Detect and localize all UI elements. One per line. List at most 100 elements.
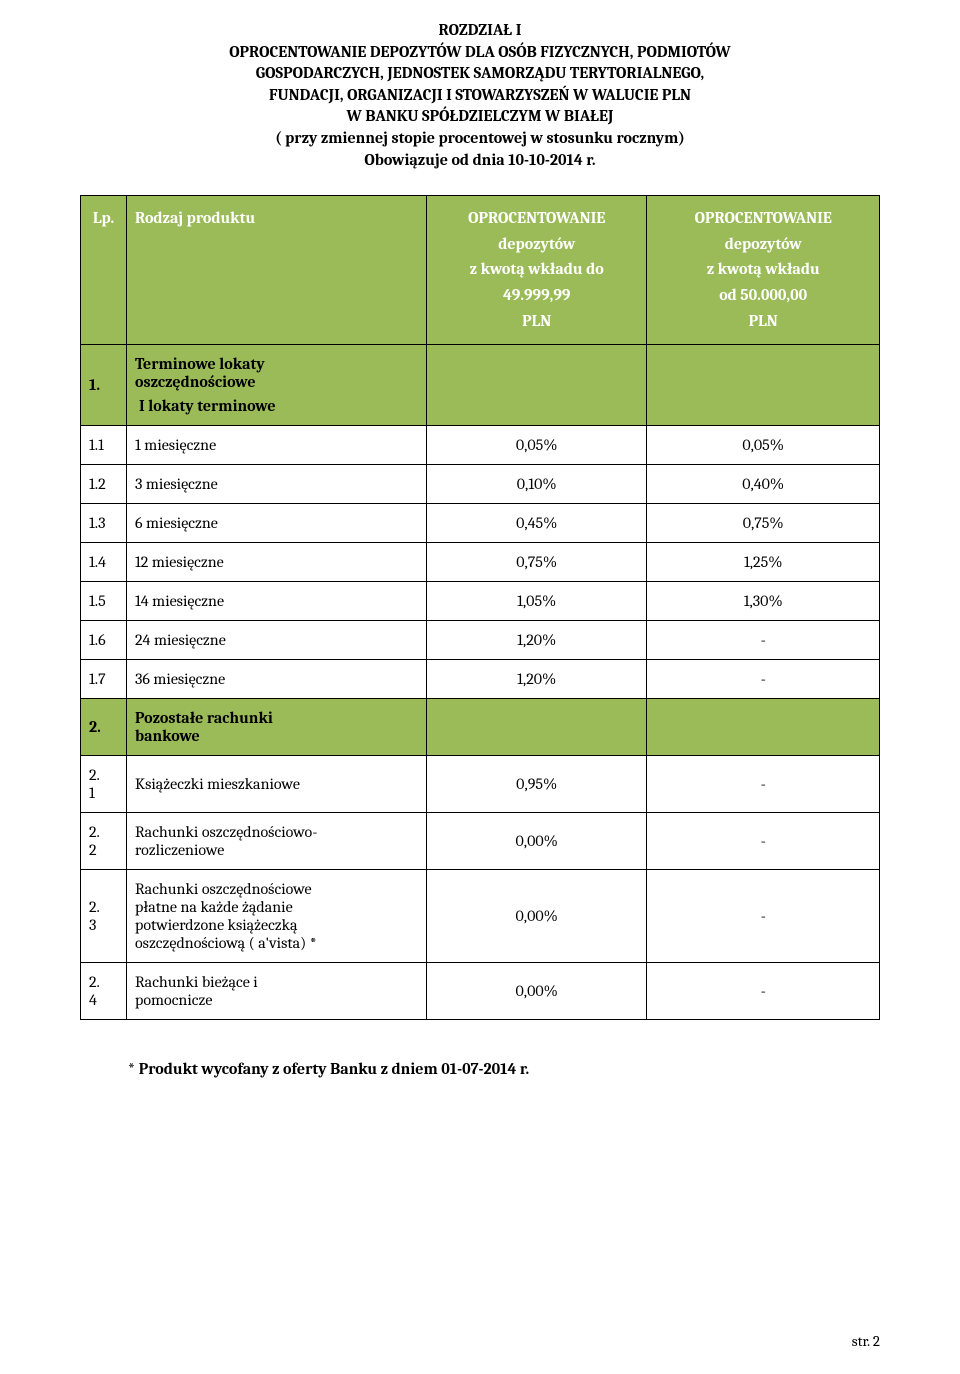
col-rate1-l1: OPROCENTOWANIE	[435, 206, 638, 232]
section-2-empty1	[427, 699, 647, 756]
row-lp: 2. 2	[81, 813, 127, 870]
section-2-empty2	[647, 699, 880, 756]
row-lp: 1.2	[81, 465, 127, 504]
row-name-l2: rozliczeniowe	[135, 841, 418, 859]
title-line-4: FUNDACJI, ORGANIZACJI I STOWARZYSZEŃ W W…	[80, 85, 880, 107]
row-name-l1: Rachunki oszczędnościowe	[135, 880, 418, 898]
row-v2: -	[647, 660, 880, 699]
lp-l2: 1	[89, 784, 118, 802]
row-v2: 1,25%	[647, 543, 880, 582]
col-rate1-l3: z kwotą wkładu do 49.999,99	[435, 257, 638, 308]
lp-l1: 2.	[89, 973, 118, 991]
row-v2: 0,40%	[647, 465, 880, 504]
section-1-empty2	[647, 345, 880, 426]
lp-l2: 4	[89, 991, 118, 1009]
row-v2: -	[647, 813, 880, 870]
title-line-6: ( przy zmiennej stopie procentowej w sto…	[80, 128, 880, 150]
col-rate1-l4: PLN	[435, 309, 638, 335]
row-name: 14 miesięczne	[127, 582, 427, 621]
table-header-row: Lp. Rodzaj produktu OPROCENTOWANIE depoz…	[81, 196, 880, 345]
table-row: 2. 1 Książeczki mieszkaniowe 0,95% -	[81, 756, 880, 813]
row-lp: 2. 4	[81, 963, 127, 1020]
lp-l1: 2.	[89, 766, 118, 784]
row-v2: 0,75%	[647, 504, 880, 543]
table-row: 1.5 14 miesięczne 1,05% 1,30%	[81, 582, 880, 621]
row-name-l1: Rachunki bieżące i	[135, 973, 418, 991]
title-line-2: OPROCENTOWANIE DEPOZYTÓW DLA OSÓB FIZYCZ…	[80, 42, 880, 64]
col-rate2-l2: z kwotą wkładu	[655, 257, 871, 283]
row-name: Rachunki bieżące i pomocnicze	[127, 963, 427, 1020]
col-rate2-l3: od 50.000,00	[655, 283, 871, 309]
section-2-name: Pozostałe rachunki bankowe	[127, 699, 427, 756]
col-rate1-l2: depozytów	[435, 232, 638, 258]
row-name: 12 miesięczne	[127, 543, 427, 582]
row-lp: 1.7	[81, 660, 127, 699]
rates-table: Lp. Rodzaj produktu OPROCENTOWANIE depoz…	[80, 195, 880, 1020]
table-row: 1.1 1 miesięczne 0,05% 0,05%	[81, 426, 880, 465]
title-line-1: ROZDZIAŁ I	[80, 20, 880, 42]
row-v2: -	[647, 963, 880, 1020]
table-row: 1.2 3 miesięczne 0,10% 0,40%	[81, 465, 880, 504]
row-v2: 0,05%	[647, 426, 880, 465]
row-name-l3: potwierdzone książeczką	[135, 916, 418, 934]
section-2-lp: 2.	[81, 699, 127, 756]
row-v1: 1,05%	[427, 582, 647, 621]
row-name: Książeczki mieszkaniowe	[127, 756, 427, 813]
table-row: 1.7 36 miesięczne 1,20% -	[81, 660, 880, 699]
row-v1: 1,20%	[427, 660, 647, 699]
row-v2: -	[647, 621, 880, 660]
row-v1: 0,00%	[427, 963, 647, 1020]
row-v1: 0,05%	[427, 426, 647, 465]
row-name-l2: pomocnicze	[135, 991, 418, 1009]
table-row: 2. 3 Rachunki oszczędnościowe płatne na …	[81, 870, 880, 963]
col-rate2-l4: PLN	[655, 309, 871, 335]
row-v1: 1,20%	[427, 621, 647, 660]
row-name: 1 miesięczne	[127, 426, 427, 465]
table-row: 1.4 12 miesięczne 0,75% 1,25%	[81, 543, 880, 582]
lp-l2: 2	[89, 841, 118, 859]
section-1-name: Terminowe lokaty oszczędnościowe I lokat…	[127, 345, 427, 426]
col-rate1-header: OPROCENTOWANIE depozytów z kwotą wkładu …	[427, 196, 647, 345]
row-lp: 1.4	[81, 543, 127, 582]
section-2-name-l2: bankowe	[135, 727, 418, 745]
table-row: 1.3 6 miesięczne 0,45% 0,75%	[81, 504, 880, 543]
row-lp: 1.6	[81, 621, 127, 660]
table-row: 2. 4 Rachunki bieżące i pomocnicze 0,00%…	[81, 963, 880, 1020]
section-2-name-l1: Pozostałe rachunki	[135, 709, 418, 727]
document-title: ROZDZIAŁ I OPROCENTOWANIE DEPOZYTÓW DLA …	[80, 20, 880, 171]
row-name: 36 miesięczne	[127, 660, 427, 699]
col-lp-header: Lp.	[81, 196, 127, 345]
row-v2: 1,30%	[647, 582, 880, 621]
row-name: 6 miesięczne	[127, 504, 427, 543]
col-name-header: Rodzaj produktu	[127, 196, 427, 345]
row-name-l1: Książeczki mieszkaniowe	[135, 775, 418, 793]
section-1-empty1	[427, 345, 647, 426]
row-v2: -	[647, 756, 880, 813]
page-number: str. 2	[852, 1332, 880, 1350]
lp-l2: 3	[89, 916, 118, 934]
col-rate2-header: OPROCENTOWANIE depozytów z kwotą wkładu …	[647, 196, 880, 345]
section-1-row: 1. Terminowe lokaty oszczędnościowe I lo…	[81, 345, 880, 426]
footnote: * Produkt wycofany z oferty Banku z dnie…	[80, 1060, 880, 1078]
row-lp: 2. 1	[81, 756, 127, 813]
row-name-l4: oszczędnościową ( a'vista) *	[135, 934, 418, 952]
row-v2: -	[647, 870, 880, 963]
row-v1: 0,00%	[427, 813, 647, 870]
row-lp: 2. 3	[81, 870, 127, 963]
row-name: Rachunki oszczędnościowe płatne na każde…	[127, 870, 427, 963]
row-lp: 1.5	[81, 582, 127, 621]
section-2-row: 2. Pozostałe rachunki bankowe	[81, 699, 880, 756]
table-row: 2. 2 Rachunki oszczędnościowo- rozliczen…	[81, 813, 880, 870]
title-line-5: W BANKU SPÓŁDZIELCZYM W BIAŁEJ	[80, 106, 880, 128]
row-name: Rachunki oszczędnościowo- rozliczeniowe	[127, 813, 427, 870]
row-name: 24 miesięczne	[127, 621, 427, 660]
title-line-3: GOSPODARCZYCH, JEDNOSTEK SAMORZĄDU TERYT…	[80, 63, 880, 85]
section-1-name-l2: oszczędnościowe	[135, 373, 418, 391]
table-row: 1.6 24 miesięczne 1,20% -	[81, 621, 880, 660]
row-name-l2: płatne na każde żądanie	[135, 898, 418, 916]
section-1-name-l1: Terminowe lokaty	[135, 355, 418, 373]
row-name: 3 miesięczne	[127, 465, 427, 504]
lp-l1: 2.	[89, 898, 118, 916]
row-v1: 0,45%	[427, 504, 647, 543]
row-v1: 0,95%	[427, 756, 647, 813]
